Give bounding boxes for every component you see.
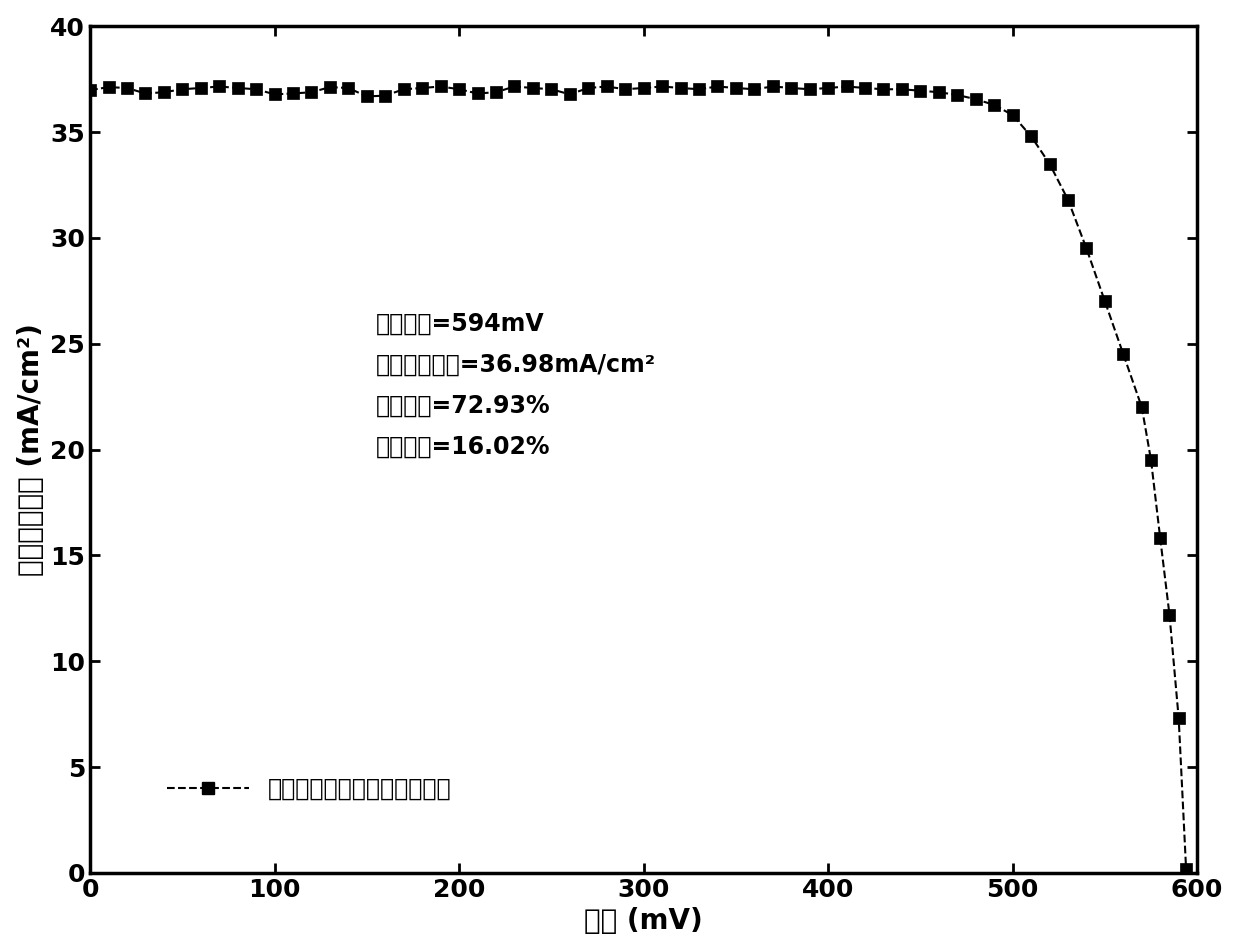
X-axis label: 电压 (mV): 电压 (mV) [584, 907, 703, 935]
Y-axis label: 短路电流密度 (mA/cm²): 短路电流密度 (mA/cm²) [16, 323, 45, 576]
Text: 开路电压=594mV
短路电流密度=36.98mA/cm²
填充因子=72.93%
转换效率=16.02%: 开路电压=594mV 短路电流密度=36.98mA/cm² 填充因子=72.93… [376, 312, 656, 459]
Legend: 纳米线径向异质结太阳电池．: 纳米线径向异质结太阳电池． [157, 767, 461, 810]
